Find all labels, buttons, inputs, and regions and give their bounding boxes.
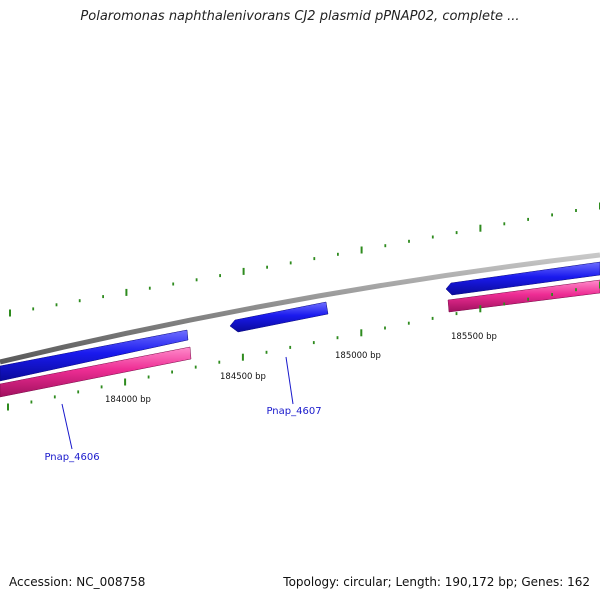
scale-label-185500: 185500 bp (451, 332, 497, 342)
scale-label-185000: 185000 bp (335, 351, 381, 361)
leader-pnap-4606 (61, 403, 73, 450)
map-title: Polaromonas naphthalenivorans CJ2 plasmi… (80, 9, 520, 24)
gene-pnap-4606-blue[interactable] (0, 329, 189, 382)
cds-pnap-4606-pink[interactable] (0, 346, 192, 398)
gene-right-blue[interactable] (445, 261, 600, 296)
accession-text: Accession: NC_008758 (9, 575, 146, 589)
topology-summary: Topology: circular; Length: 190,172 bp; … (283, 575, 590, 589)
cds-right-pink[interactable] (447, 279, 600, 313)
feature-label-pnap-4607[interactable]: Pnap_4607 (266, 406, 321, 417)
scale-label-184000: 184000 bp (105, 395, 151, 405)
scale-label-184500: 184500 bp (220, 372, 266, 382)
backbone-ring (0, 252, 600, 365)
outer-tick-ring (9, 202, 600, 317)
inner-tick-ring (7, 281, 600, 411)
gene-pnap-4607-blue[interactable] (229, 301, 329, 333)
feature-label-pnap-4606[interactable]: Pnap_4606 (44, 452, 99, 463)
leader-pnap-4607 (285, 356, 294, 405)
